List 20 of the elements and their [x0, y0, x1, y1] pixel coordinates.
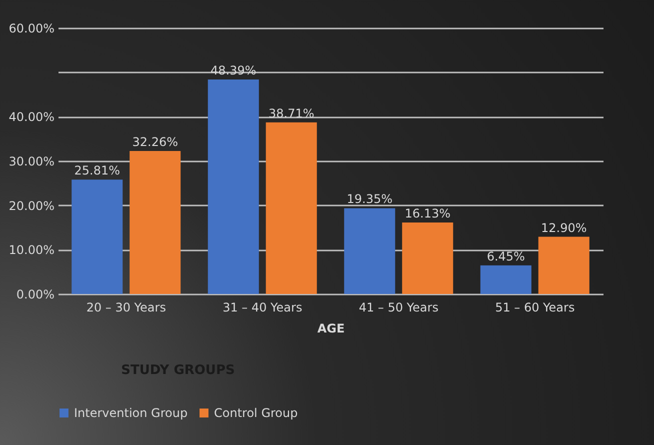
data-label: 19.35%	[346, 192, 393, 206]
data-label: 32.26%	[132, 134, 178, 149]
y-tick-label: 20.00%	[8, 198, 54, 213]
y-tick-label: 30.00%	[8, 154, 54, 168]
x-tick-label: 20 – 30 Years	[86, 300, 166, 314]
x-tick-label: 51 – 60 Years	[495, 300, 575, 314]
x-tick-label: 31 – 40 Years	[222, 300, 302, 314]
data-label: 6.45%	[486, 249, 525, 264]
y-tick-label: 0.00%	[16, 288, 54, 302]
legend-label: Control Group	[214, 406, 298, 420]
x-axis-title: AGE	[317, 322, 345, 336]
y-tick-label: 40.00%	[8, 110, 54, 124]
y-tick-label: 60.00%	[8, 22, 54, 36]
x-tick-label: 41 – 50 Years	[358, 300, 438, 314]
data-label: 25.81%	[74, 164, 120, 178]
data-label: 12.90%	[540, 220, 587, 235]
data-label: 16.13%	[404, 206, 450, 220]
legend-label: Intervention Group	[74, 406, 188, 420]
y-tick-label: 10.00%	[8, 243, 54, 258]
data-label: 38.71%	[268, 106, 314, 120]
